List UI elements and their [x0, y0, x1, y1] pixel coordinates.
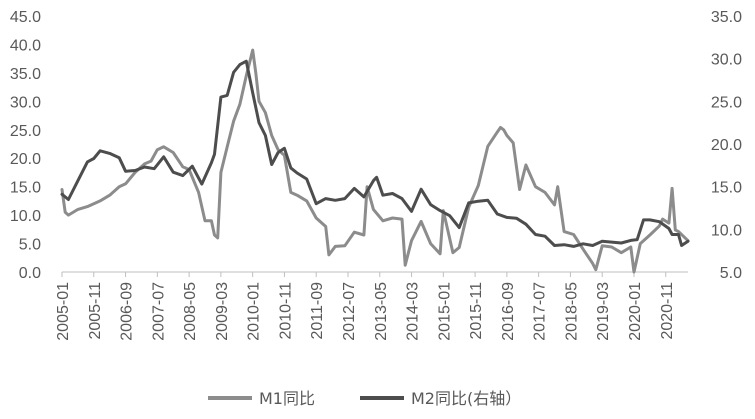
- x-tick-label: 2010-11: [277, 282, 294, 340]
- x-tick-label: 2019-03: [595, 282, 612, 341]
- x-tick-label: 2011-09: [309, 282, 326, 340]
- left-y-tick-label: 10.0: [10, 208, 41, 225]
- right-y-tick-label: 15.0: [711, 180, 742, 197]
- left-y-tick-label: 30.0: [10, 94, 41, 111]
- x-tick-label: 2009-03: [214, 282, 231, 341]
- legend-label-m2: M2同比(右轴）: [411, 389, 521, 408]
- x-tick-label: 2017-07: [532, 282, 549, 341]
- x-tick-label: 2010-01: [246, 282, 263, 341]
- x-tick-label: 2013-05: [373, 282, 390, 341]
- right-y-tick-label: 10.0: [711, 222, 742, 239]
- left-y-tick-label: 25.0: [10, 123, 41, 140]
- x-tick-label: 2018-05: [563, 282, 580, 341]
- right-y-tick-label: 20.0: [711, 137, 742, 154]
- left-y-tick-label: 0.0: [19, 265, 41, 282]
- x-tick-label: 2015-11: [468, 282, 485, 340]
- x-tick-label: 2020-11: [659, 282, 676, 340]
- series-line-m1: [60, 48, 690, 274]
- x-tick-label: 2007-07: [150, 282, 167, 341]
- x-tick-label: 2008-05: [182, 282, 199, 341]
- x-tick-label: 2005-11: [87, 282, 104, 340]
- x-tick-label: 2005-01: [55, 282, 72, 341]
- right-y-tick-label: 25.0: [711, 94, 742, 111]
- left-y-tick-label: 35.0: [10, 66, 41, 83]
- x-tick-label: 2006-09: [119, 282, 136, 341]
- x-tick-label: 2016-09: [500, 282, 517, 341]
- x-tick-label: 2014-03: [405, 282, 422, 341]
- right-y-axis-ticks: 5.0 10.0 15.0 20.0 25.0 30.0 35.0: [711, 9, 742, 282]
- x-tick-label: 2020-01: [627, 282, 644, 341]
- series-line-m2: [60, 59, 690, 248]
- left-y-tick-label: 5.0: [19, 237, 41, 254]
- legend: M1同比 M2同比(右轴）: [208, 389, 521, 408]
- legend-label-m1: M1同比: [259, 389, 315, 408]
- right-y-tick-label: 35.0: [711, 9, 742, 26]
- left-y-axis-ticks: 0.0 5.0 10.0 15.0 20.0 25.0 30.0 35.0 40.0 45.0: [10, 9, 41, 282]
- left-y-tick-label: 15.0: [10, 180, 41, 197]
- right-y-tick-label: 5.0: [720, 265, 742, 282]
- x-tick-label: 2012-07: [341, 282, 358, 341]
- left-y-tick-label: 45.0: [10, 9, 41, 26]
- x-tick-label: 2015-01: [436, 282, 453, 341]
- right-y-tick-label: 30.0: [711, 52, 742, 69]
- x-axis-ticks: 2005-01 2005-11 2006-09 2007-07 2008-05 2009-…: [55, 272, 676, 341]
- series-lines: [60, 48, 690, 274]
- left-y-tick-label: 40.0: [10, 37, 41, 54]
- left-y-tick-label: 20.0: [10, 151, 41, 168]
